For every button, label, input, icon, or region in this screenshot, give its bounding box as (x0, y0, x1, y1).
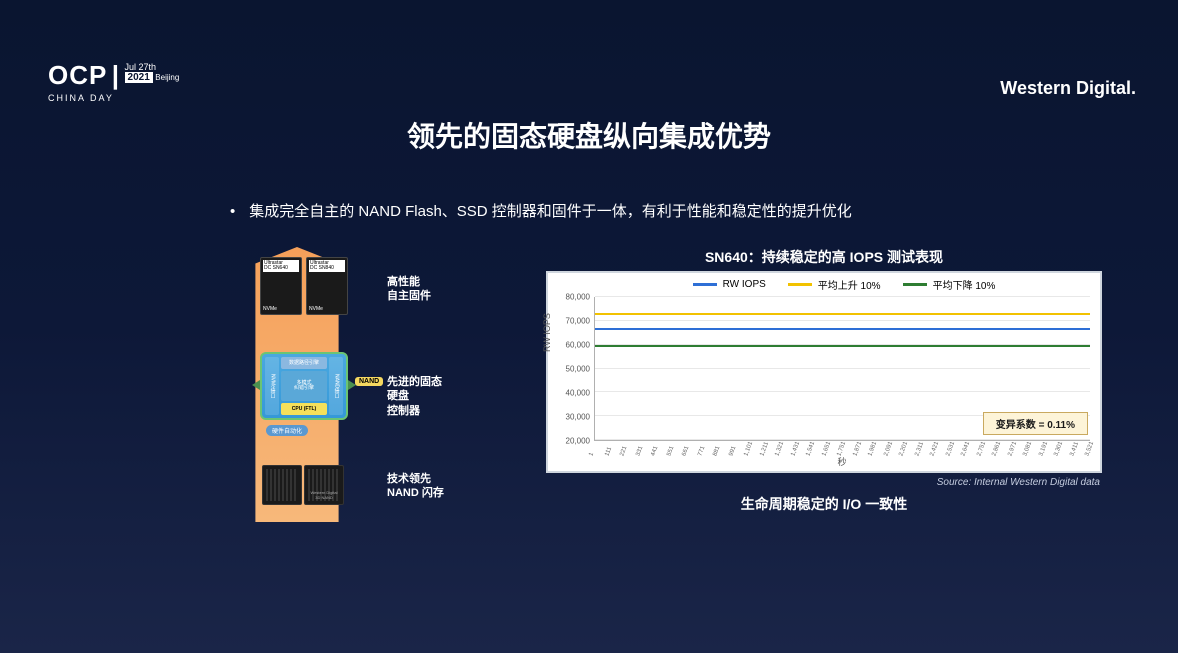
x-tick: 2,091 (883, 441, 894, 457)
legend-swatch (903, 283, 927, 286)
x-tick: 2,751 (976, 441, 987, 457)
legend-item: 平均下降 10% (903, 277, 996, 292)
y-axis-label: RW IOPS (542, 313, 552, 352)
legend-swatch (788, 283, 812, 286)
x-tick: 551 (666, 446, 675, 457)
arrow-left-icon (252, 380, 260, 390)
legend-label: 平均下降 10% (933, 277, 996, 292)
x-tick: 1,321 (774, 441, 785, 457)
series-rw_iops (595, 328, 1090, 330)
legend-label: 平均上升 10% (818, 277, 881, 292)
x-tick: 3,521 (1084, 441, 1095, 457)
ssd-sn840: Ultrastar DC SN840 NVMe (306, 257, 348, 315)
x-tick: 661 (681, 446, 690, 457)
legend-item: RW IOPS (693, 277, 766, 292)
x-tick: 2,971 (1007, 441, 1018, 457)
nand-chip (262, 465, 302, 505)
event-year: 2021 (125, 72, 153, 83)
y-tick: 30,000 (566, 413, 590, 422)
x-tick: 3,301 (1053, 441, 1064, 457)
wd-logo: Western Digital. (1000, 78, 1136, 99)
y-axis: 20,00030,00040,00050,00060,00070,00080,0… (554, 297, 592, 441)
chart-title: SN640：持续稳定的高 IOPS 测试表现 (548, 247, 1100, 267)
x-tick: 1,101 (743, 441, 754, 457)
chart-legend: RW IOPS 平均上升 10% 平均下降 10% (594, 277, 1094, 292)
x-tick: 441 (650, 446, 659, 457)
x-tick: 3,191 (1038, 441, 1049, 457)
hw-automation: 硬件自动化 (266, 425, 308, 436)
gridline (595, 320, 1090, 321)
series-avg_down (595, 345, 1090, 347)
chart-box: RW IOPS 平均上升 10% 平均下降 10% RW IOPS 20,000 30… (548, 273, 1100, 471)
label-firmware: 高性能 自主固件 (387, 275, 431, 304)
legend-swatch (693, 283, 717, 286)
series-avg_up (595, 313, 1090, 315)
x-tick: 1,541 (805, 441, 816, 457)
ssd-sn640: Ultrastar DC SN640 NVMe (260, 257, 302, 315)
x-tick: 2,531 (945, 441, 956, 457)
ctrl-datapath: 数据路径引擎 (281, 357, 327, 369)
gridline (595, 391, 1090, 392)
x-tick: 111 (604, 446, 613, 457)
x-tick: 2,861 (991, 441, 1002, 457)
event-date: Jul 27th (125, 62, 157, 72)
slide-title: 领先的固态硬盘纵向集成优势 (0, 115, 1178, 155)
ocp-text: OCP (48, 60, 107, 90)
gridline (595, 368, 1090, 369)
bullet-text: 集成完全自主的 NAND Flash、SSD 控制器和固件于一体，有利于性能和稳… (230, 200, 852, 221)
x-tick: 3,411 (1069, 441, 1080, 457)
x-tick: 331 (635, 446, 644, 457)
x-tick: 1,211 (759, 441, 770, 457)
x-tick: 771 (697, 446, 706, 457)
iops-chart: SN640：持续稳定的高 IOPS 测试表现 RW IOPS 平均上升 10% 平均… (548, 247, 1100, 514)
x-tick: 221 (619, 446, 628, 457)
legend-label: RW IOPS (723, 279, 766, 290)
ctrl-ecc: 多模式 纠错引擎 (281, 371, 327, 401)
ctrl-cpu: CPU (FTL) (281, 403, 327, 415)
x-tick: 1,871 (852, 441, 863, 457)
nand-chip: Western Digital 3D NAND (304, 465, 344, 505)
event-city: Beijing (155, 73, 179, 82)
label-controller: 先进的固态硬盘 控制器 (387, 375, 447, 418)
y-tick: 80,000 (566, 293, 590, 302)
legend-item: 平均上升 10% (788, 277, 881, 292)
integration-diagram: Ultrastar DC SN640 NVMe Ultrastar DC SN8… (232, 247, 447, 522)
gridline (595, 439, 1090, 440)
x-tick: 3,081 (1022, 441, 1033, 457)
ctrl-nand-if: NAND接口 (329, 357, 343, 415)
y-tick: 40,000 (566, 389, 590, 398)
x-tick: 2,201 (898, 441, 909, 457)
variance-annotation: 变异系数 = 0.11% (983, 412, 1088, 435)
controller-block: NVMe接口 数据路径引擎 NAND接口 多模式 纠错引擎 CPU (FTL) (260, 352, 348, 420)
x-axis: 秒 11112213314415516617718819911,1011,211… (594, 443, 1090, 467)
nand-chips: Western Digital 3D NAND (262, 457, 346, 505)
chart-subtitle: 生命周期稳定的 I/O 一致性 (548, 494, 1100, 514)
x-tick: 881 (712, 446, 721, 457)
x-tick: 991 (728, 446, 737, 457)
ocp-logo: OCP | Jul 27th 2021 Beijing CHINA DAY (48, 60, 179, 103)
chart-source: Source: Internal Western Digital data (548, 477, 1100, 488)
gridline (595, 296, 1090, 297)
ocp-subtitle: CHINA DAY (48, 93, 179, 103)
x-tick: 2,421 (929, 441, 940, 457)
nand-pill: NAND (355, 377, 383, 386)
label-nand: 技术领先 NAND 闪存 (387, 472, 444, 501)
y-tick: 20,000 (566, 437, 590, 446)
x-tick: 2,311 (914, 441, 925, 457)
ssd-cards: Ultrastar DC SN640 NVMe Ultrastar DC SN8… (260, 257, 348, 315)
x-tick: 1,981 (867, 441, 878, 457)
ctrl-nvme-if: NVMe接口 (265, 357, 279, 415)
x-tick: 2,641 (960, 441, 971, 457)
y-tick: 60,000 (566, 341, 590, 350)
x-tick: 1,431 (790, 441, 801, 457)
y-tick: 50,000 (566, 365, 590, 374)
x-tick: 1 (588, 452, 595, 457)
x-tick: 1,651 (821, 441, 832, 457)
y-tick: 70,000 (566, 317, 590, 326)
